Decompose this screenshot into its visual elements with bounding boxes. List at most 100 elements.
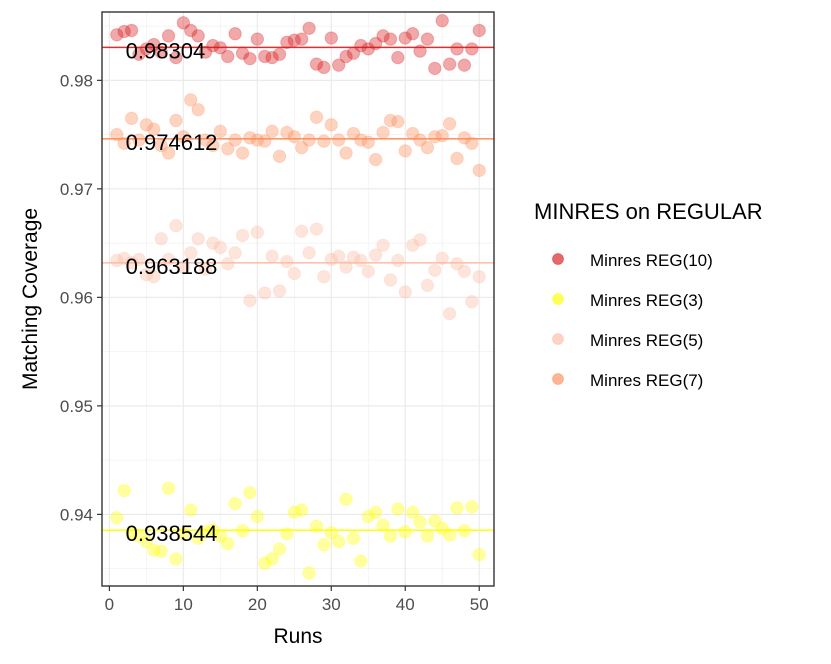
data-point-minres-reg-10: [361, 42, 375, 56]
legend-label: Minres REG(7): [590, 371, 703, 390]
y-tick-label: 0.98: [60, 71, 93, 90]
data-point-minres-reg-3: [132, 529, 146, 543]
data-point-minres-reg-5: [250, 225, 265, 239]
data-point-minres-reg-7: [117, 136, 131, 150]
data-point-minres-reg-10: [184, 23, 198, 38]
data-point-minres-reg-3: [287, 505, 302, 519]
data-point-minres-reg-3: [176, 527, 191, 541]
data-point-minres-reg-5: [228, 246, 242, 260]
data-point-minres-reg-10: [376, 29, 390, 43]
data-point-minres-reg-5: [413, 233, 427, 247]
data-point-minres-reg-7: [302, 133, 316, 147]
data-point-minres-reg-10: [265, 50, 279, 65]
data-point-minres-reg-7: [428, 130, 442, 144]
data-point-minres-reg-5: [272, 284, 287, 298]
data-point-minres-reg-3: [154, 544, 168, 558]
data-point-minres-reg-7: [206, 138, 220, 153]
data-point-minres-reg-3: [435, 521, 449, 536]
data-point-minres-reg-3: [213, 529, 228, 543]
mean-label-minres-reg-3: 0.938544: [126, 521, 218, 546]
x-tick-label: 30: [322, 595, 341, 614]
data-point-minres-reg-3: [472, 547, 486, 562]
data-point-minres-reg-10: [324, 31, 338, 45]
data-point-minres-reg-3: [294, 503, 309, 517]
data-point-minres-reg-10: [161, 29, 176, 43]
y-tick-label: 0.94: [60, 505, 93, 524]
data-point-minres-reg-3: [191, 531, 205, 545]
data-point-minres-reg-5: [124, 255, 139, 270]
data-point-minres-reg-7: [331, 133, 346, 147]
points-layer: [110, 13, 486, 580]
legend-swatch: [552, 373, 564, 385]
data-point-minres-reg-10: [147, 37, 161, 52]
data-point-minres-reg-7: [361, 135, 375, 149]
mean-label-minres-reg-5: 0.963188: [126, 254, 218, 279]
data-point-minres-reg-5: [176, 260, 191, 274]
legend-title: MINRES on REGULAR: [534, 199, 763, 224]
data-point-minres-reg-7: [435, 128, 449, 143]
data-point-minres-reg-3: [405, 505, 420, 519]
x-tick-label: 40: [396, 595, 415, 614]
data-point-minres-reg-7: [324, 118, 338, 132]
data-point-minres-reg-5: [161, 252, 176, 267]
x-tick-label: 50: [470, 595, 489, 614]
data-point-minres-reg-5: [383, 273, 398, 287]
data-point-minres-reg-7: [472, 163, 486, 178]
data-point-minres-reg-3: [169, 552, 183, 566]
data-point-minres-reg-5: [324, 252, 338, 267]
data-point-minres-reg-5: [368, 248, 383, 262]
data-point-minres-reg-7: [169, 113, 183, 128]
data-point-minres-reg-5: [317, 270, 331, 284]
x-tick-label: 10: [174, 595, 193, 614]
data-point-minres-reg-3: [465, 500, 479, 514]
data-point-minres-reg-10: [139, 42, 154, 56]
data-point-minres-reg-10: [280, 35, 294, 50]
data-point-minres-reg-5: [420, 278, 435, 293]
data-point-minres-reg-7: [317, 134, 331, 148]
data-point-minres-reg-5: [339, 260, 353, 274]
data-point-minres-reg-7: [139, 118, 154, 132]
data-point-minres-reg-10: [287, 33, 302, 47]
data-point-minres-reg-7: [457, 131, 472, 145]
data-point-minres-reg-7: [287, 130, 302, 144]
mean-label-minres-reg-10: 0.98304: [126, 38, 206, 63]
data-point-minres-reg-10: [302, 21, 316, 35]
data-point-minres-reg-5: [361, 264, 375, 279]
data-point-minres-reg-7: [442, 117, 457, 131]
data-point-minres-reg-5: [147, 270, 161, 284]
data-point-minres-reg-10: [221, 49, 235, 64]
data-point-minres-reg-3: [339, 492, 353, 506]
data-point-minres-reg-3: [346, 531, 361, 545]
data-point-minres-reg-3: [117, 483, 131, 498]
data-point-minres-reg-7: [228, 133, 242, 147]
data-point-minres-reg-5: [287, 266, 302, 281]
data-point-minres-reg-10: [339, 49, 353, 64]
data-point-minres-reg-5: [376, 238, 390, 252]
legend-label: Minres REG(5): [590, 331, 703, 350]
data-point-minres-reg-10: [368, 36, 383, 51]
data-point-minres-reg-5: [265, 249, 279, 263]
data-point-minres-reg-3: [206, 522, 220, 537]
data-point-minres-reg-5: [428, 263, 442, 277]
data-point-minres-reg-3: [184, 503, 198, 517]
data-point-minres-reg-7: [250, 133, 265, 147]
y-tick-label: 0.97: [60, 180, 93, 199]
data-point-minres-reg-3: [331, 534, 346, 549]
data-point-minres-reg-7: [198, 133, 213, 147]
data-point-minres-reg-5: [280, 254, 294, 269]
data-point-minres-reg-5: [442, 306, 457, 321]
data-point-minres-reg-5: [154, 232, 168, 246]
data-point-minres-reg-10: [398, 31, 412, 45]
data-point-minres-reg-10: [383, 32, 398, 46]
data-point-minres-reg-10: [176, 16, 191, 30]
data-point-minres-reg-10: [472, 23, 486, 38]
data-point-minres-reg-5: [191, 232, 205, 246]
data-point-minres-reg-5: [354, 253, 368, 268]
data-point-minres-reg-3: [368, 505, 383, 519]
data-point-minres-reg-10: [228, 27, 242, 41]
data-point-minres-reg-10: [169, 50, 183, 65]
data-point-minres-reg-7: [132, 133, 146, 147]
data-point-minres-reg-3: [124, 526, 139, 540]
data-point-minres-reg-10: [117, 24, 131, 39]
